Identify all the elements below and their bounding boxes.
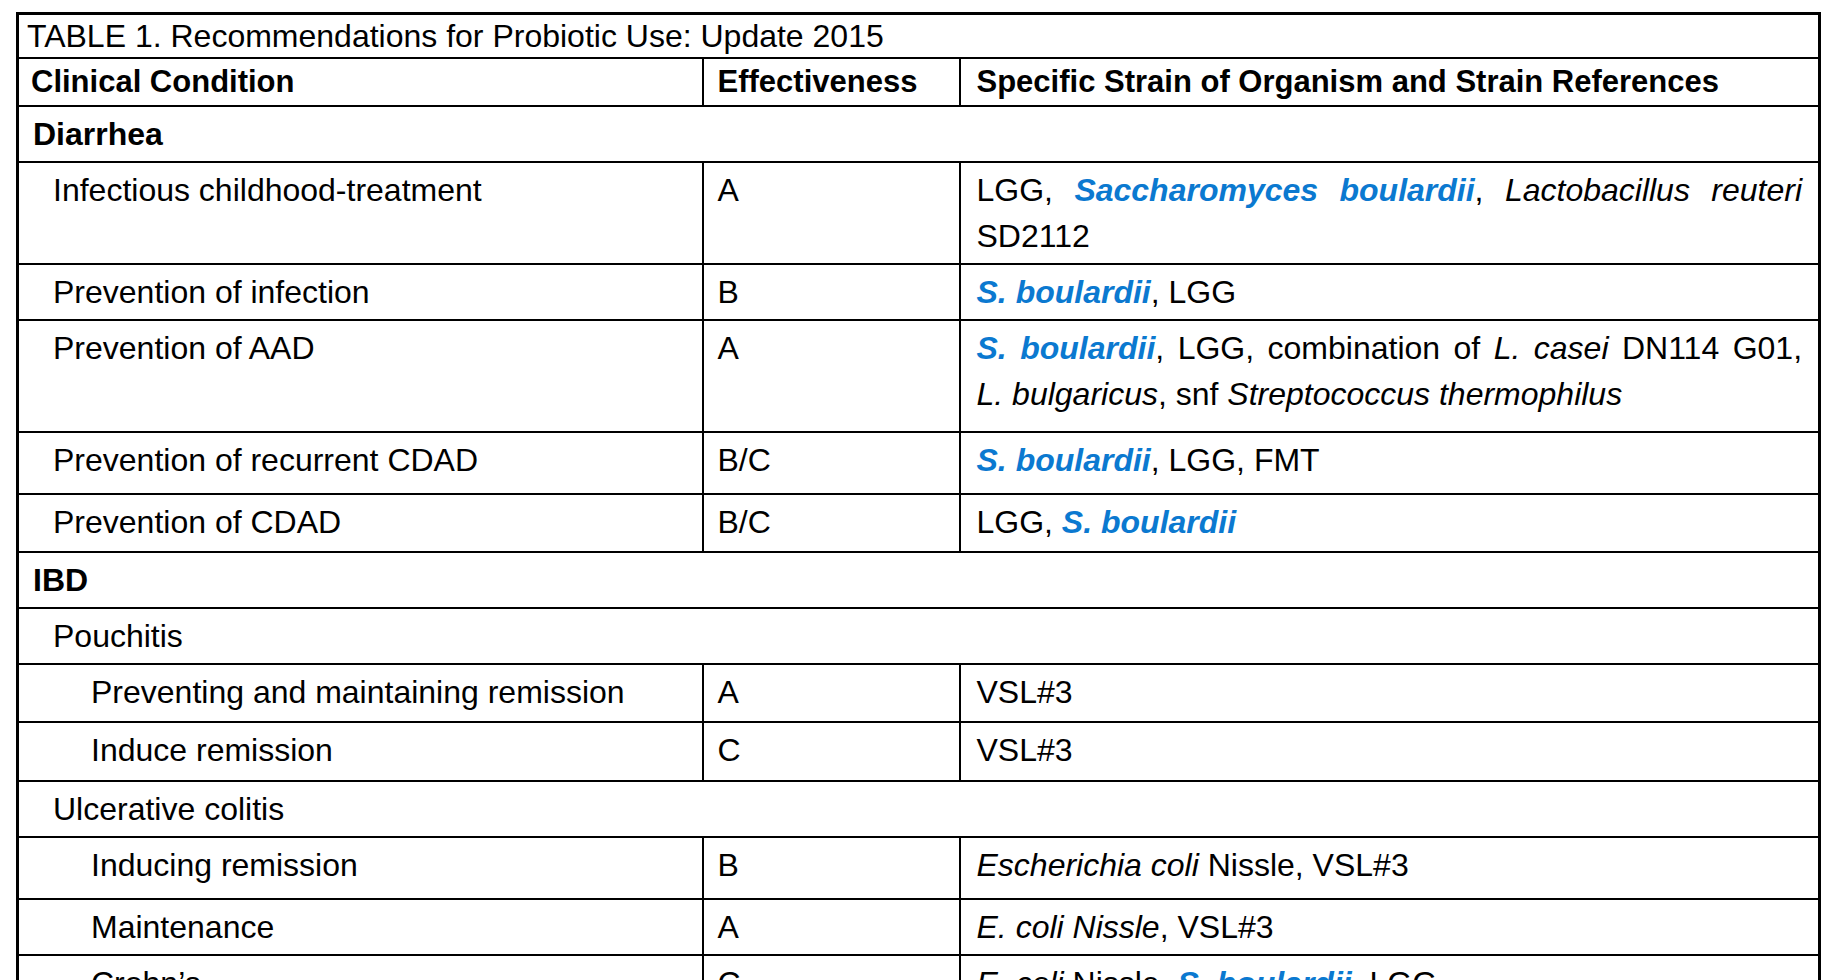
strain-text: Escherichia coli xyxy=(977,847,1199,883)
strain-text: E. coli Nissle xyxy=(977,909,1160,945)
strain-paragraph: S. boulardii, LGG xyxy=(977,269,1803,315)
condition-cell: Infectious childhood-treatment xyxy=(18,162,703,264)
section-label: Pouchitis xyxy=(18,608,1820,664)
highlighted-strain-name: S. boulardii xyxy=(1062,504,1236,540)
effectiveness-cell: C xyxy=(703,722,960,781)
strain-paragraph: E. coli Nissle, S. boulardii, LGG xyxy=(977,960,1803,980)
strain-paragraph: VSL#3 xyxy=(977,669,1803,715)
strain-text: VSL#3 xyxy=(977,732,1073,768)
strains-cell: E. coli Nissle, VSL#3 xyxy=(960,899,1820,955)
strain-paragraph: LGG, S. boulardii xyxy=(977,499,1803,545)
table-row: Crohn’sC E. coli Nissle, S. boulardii, LG… xyxy=(18,955,1820,980)
section-row: Ulcerative colitis xyxy=(18,781,1820,837)
strain-text: E. coli xyxy=(977,965,1064,980)
strain-text: , LGG, FMT xyxy=(1151,442,1320,478)
table-row: Prevention of AADA S. boulardii, LGG, com… xyxy=(18,320,1820,432)
strain-paragraph: SD2112 xyxy=(977,213,1803,259)
effectiveness-cell: B xyxy=(703,264,960,320)
strain-text: , snf xyxy=(1158,376,1227,412)
effectiveness-cell: A xyxy=(703,162,960,264)
table-row: Prevention of infectionB S. boulardii, LG… xyxy=(18,264,1820,320)
strain-text: , LGG xyxy=(1352,965,1437,980)
strains-cell: VSL#3 xyxy=(960,664,1820,722)
strain-text: , LGG, combination of xyxy=(1155,330,1493,366)
strain-paragraph: L. bulgaricus, snf Streptococcus thermop… xyxy=(977,371,1803,417)
strains-cell: Escherichia coli Nissle, VSL#3 xyxy=(960,837,1820,899)
highlighted-strain-name: S. boulardii xyxy=(977,442,1151,478)
column-header-strains: Specific Strain of Organism and Strain R… xyxy=(960,58,1820,106)
strain-text: DN114 G01, xyxy=(1609,330,1803,366)
table-row: Preventing and maintaining remissionA VSL… xyxy=(18,664,1820,722)
effectiveness-cell: B/C xyxy=(703,494,960,552)
section-row: IBD xyxy=(18,552,1820,608)
strains-cell: E. coli Nissle, S. boulardii, LGG xyxy=(960,955,1820,980)
condition-cell: Prevention of infection xyxy=(18,264,703,320)
condition-cell: Induce remission xyxy=(18,722,703,781)
table-title: TABLE 1. Recommendations for Probiotic U… xyxy=(18,14,1820,59)
table-row: Induce remissionC VSL#3 xyxy=(18,722,1820,781)
strain-text: VSL#3 xyxy=(977,674,1073,710)
table-row: MaintenanceA E. coli Nissle, VSL#3 xyxy=(18,899,1820,955)
effectiveness-cell: A xyxy=(703,664,960,722)
title-row: TABLE 1. Recommendations for Probiotic U… xyxy=(18,14,1820,59)
strain-paragraph: VSL#3 xyxy=(977,727,1803,773)
strain-paragraph: LGG, Saccharomyces boulardii, Lactobacil… xyxy=(977,167,1803,213)
highlighted-strain-name: S. boulardii xyxy=(977,330,1156,366)
effectiveness-cell: B xyxy=(703,837,960,899)
table-row: Infectious childhood-treatmentA LGG, Sacc… xyxy=(18,162,1820,264)
highlighted-strain-name: Saccharomyces boulardii xyxy=(1074,172,1474,208)
table-row: Prevention of CDADB/C LGG, S. boulardii xyxy=(18,494,1820,552)
strain-text: LGG, xyxy=(977,504,1062,540)
strain-text: Streptococcus thermophilus xyxy=(1227,376,1622,412)
strain-text: SD2112 xyxy=(977,218,1090,254)
strain-text: Nissle, xyxy=(1064,965,1178,980)
probiotics-table: TABLE 1. Recommendations for Probiotic U… xyxy=(16,12,1821,980)
condition-cell: Crohn’s xyxy=(18,955,703,980)
strain-text: L. casei xyxy=(1494,330,1609,366)
strains-cell: VSL#3 xyxy=(960,722,1820,781)
section-label: Diarrhea xyxy=(18,106,1820,162)
section-label: Ulcerative colitis xyxy=(18,781,1820,837)
strain-text: Nissle, VSL#3 xyxy=(1199,847,1409,883)
strain-paragraph: S. boulardii, LGG, combination of L. cas… xyxy=(977,325,1803,371)
strain-text: , xyxy=(1475,172,1505,208)
condition-cell: Prevention of CDAD xyxy=(18,494,703,552)
condition-cell: Prevention of AAD xyxy=(18,320,703,432)
strains-cell: S. boulardii, LGG, combination of L. cas… xyxy=(960,320,1820,432)
header-row: Clinical Condition Effectiveness Specifi… xyxy=(18,58,1820,106)
section-row: Diarrhea xyxy=(18,106,1820,162)
condition-cell: Inducing remission xyxy=(18,837,703,899)
strain-paragraph: Escherichia coli Nissle, VSL#3 xyxy=(977,842,1803,888)
condition-cell: Maintenance xyxy=(18,899,703,955)
strain-text: LGG, xyxy=(977,172,1075,208)
effectiveness-cell: A xyxy=(703,899,960,955)
page: TABLE 1. Recommendations for Probiotic U… xyxy=(0,0,1834,980)
strain-text: , LGG xyxy=(1151,274,1236,310)
strain-text: L. bulgaricus xyxy=(977,376,1158,412)
table-row: Prevention of recurrent CDADB/C S. boular… xyxy=(18,432,1820,494)
condition-cell: Prevention of recurrent CDAD xyxy=(18,432,703,494)
column-header-effectiveness: Effectiveness xyxy=(703,58,960,106)
strains-cell: S. boulardii, LGG xyxy=(960,264,1820,320)
strain-text: , VSL#3 xyxy=(1160,909,1274,945)
strain-paragraph: S. boulardii, LGG, FMT xyxy=(977,437,1803,483)
strains-cell: LGG, S. boulardii xyxy=(960,494,1820,552)
condition-cell: Preventing and maintaining remission xyxy=(18,664,703,722)
section-row: Pouchitis xyxy=(18,608,1820,664)
effectiveness-cell: A xyxy=(703,320,960,432)
strains-cell: LGG, Saccharomyces boulardii, Lactobacil… xyxy=(960,162,1820,264)
column-header-clinical-condition: Clinical Condition xyxy=(18,58,703,106)
table-row: Inducing remissionB Escherichia coli Niss… xyxy=(18,837,1820,899)
highlighted-strain-name: S. boulardii xyxy=(1177,965,1351,980)
section-label: IBD xyxy=(18,552,1820,608)
highlighted-strain-name: S. boulardii xyxy=(977,274,1151,310)
effectiveness-cell: C xyxy=(703,955,960,980)
strain-text: Lactobacillus reuteri xyxy=(1505,172,1802,208)
effectiveness-cell: B/C xyxy=(703,432,960,494)
strains-cell: S. boulardii, LGG, FMT xyxy=(960,432,1820,494)
strain-paragraph: E. coli Nissle, VSL#3 xyxy=(977,904,1803,950)
table-body: DiarrheaInfectious childhood-treatmentAL… xyxy=(18,106,1820,980)
